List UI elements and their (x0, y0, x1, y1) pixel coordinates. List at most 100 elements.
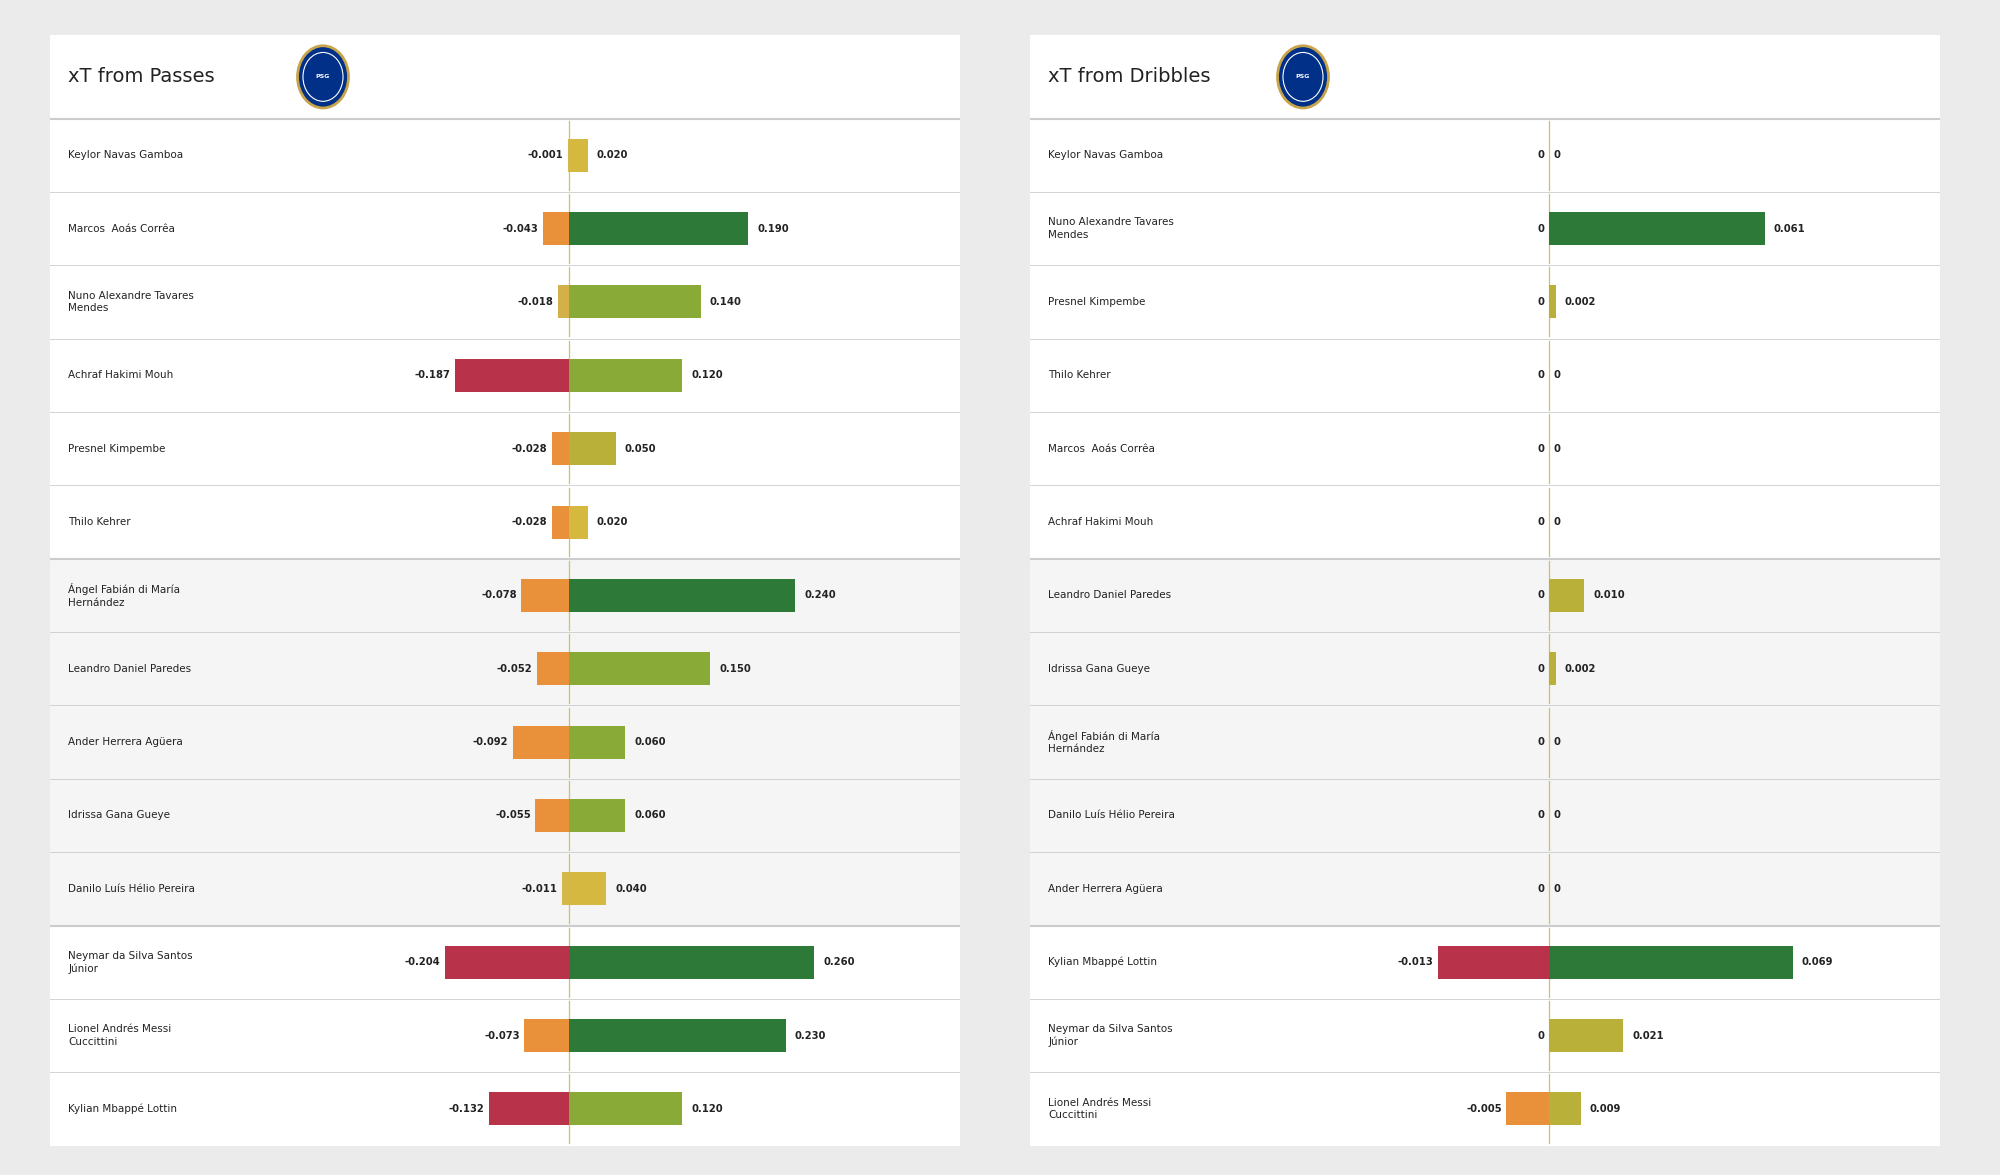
Text: Leandro Daniel Paredes: Leandro Daniel Paredes (68, 664, 192, 673)
FancyBboxPatch shape (1030, 779, 1940, 852)
FancyBboxPatch shape (50, 852, 960, 926)
Text: 0.002: 0.002 (1564, 297, 1596, 307)
FancyBboxPatch shape (568, 652, 710, 685)
Text: Ángel Fabián di María
Hernández: Ángel Fabián di María Hernández (1048, 730, 1160, 754)
FancyBboxPatch shape (1548, 579, 1584, 612)
Text: -0.028: -0.028 (512, 444, 548, 454)
FancyBboxPatch shape (50, 926, 960, 999)
Text: Danilo Luís Hélio Pereira: Danilo Luís Hélio Pereira (1048, 811, 1176, 820)
Text: Ángel Fabián di María
Hernández: Ángel Fabián di María Hernández (68, 583, 180, 607)
Text: 0.120: 0.120 (692, 1104, 722, 1114)
FancyBboxPatch shape (1030, 412, 1940, 485)
Text: Presnel Kimpembe: Presnel Kimpembe (1048, 297, 1146, 307)
FancyBboxPatch shape (50, 779, 960, 852)
Text: Neymar da Silva Santos
Júnior: Neymar da Silva Santos Júnior (1048, 1025, 1172, 1047)
FancyBboxPatch shape (1030, 338, 1940, 412)
Text: Thilo Kehrer: Thilo Kehrer (1048, 370, 1110, 381)
FancyBboxPatch shape (1438, 946, 1548, 979)
Text: Presnel Kimpembe: Presnel Kimpembe (68, 444, 166, 454)
Text: 0.260: 0.260 (824, 958, 854, 967)
Text: Ander Herrera Agüera: Ander Herrera Agüera (68, 737, 182, 747)
FancyBboxPatch shape (568, 799, 626, 832)
Text: 0: 0 (1538, 150, 1544, 160)
Text: Marcos  Aoás Corrêa: Marcos Aoás Corrêa (68, 223, 176, 234)
Text: Achraf Hakimi Mouh: Achraf Hakimi Mouh (68, 370, 174, 381)
Text: Leandro Daniel Paredes: Leandro Daniel Paredes (1048, 590, 1172, 600)
FancyBboxPatch shape (50, 632, 960, 705)
FancyBboxPatch shape (50, 1073, 960, 1146)
Text: -0.052: -0.052 (496, 664, 532, 673)
Text: 0.150: 0.150 (720, 664, 752, 673)
FancyBboxPatch shape (524, 1019, 568, 1052)
Text: 0.021: 0.021 (1632, 1030, 1664, 1041)
FancyBboxPatch shape (1030, 999, 1940, 1073)
FancyBboxPatch shape (1030, 1073, 1940, 1146)
FancyBboxPatch shape (50, 485, 960, 558)
Text: Thilo Kehrer: Thilo Kehrer (68, 517, 130, 528)
FancyBboxPatch shape (568, 872, 606, 906)
Text: Idrissa Gana Gueye: Idrissa Gana Gueye (68, 811, 170, 820)
Circle shape (1278, 46, 1328, 108)
FancyBboxPatch shape (1030, 632, 1940, 705)
FancyBboxPatch shape (456, 358, 568, 391)
Text: 0.060: 0.060 (634, 811, 666, 820)
Text: -0.078: -0.078 (482, 590, 516, 600)
Text: 0: 0 (1538, 517, 1544, 528)
Text: 0.050: 0.050 (624, 444, 656, 454)
Text: Danilo Luís Hélio Pereira: Danilo Luís Hélio Pereira (68, 884, 196, 894)
FancyBboxPatch shape (1030, 119, 1940, 192)
FancyBboxPatch shape (50, 266, 960, 338)
FancyBboxPatch shape (558, 286, 568, 318)
Text: 0: 0 (1554, 811, 1560, 820)
Text: 0: 0 (1538, 811, 1544, 820)
Text: -0.055: -0.055 (496, 811, 530, 820)
FancyBboxPatch shape (1548, 1093, 1580, 1126)
Text: Keylor Navas Gamboa: Keylor Navas Gamboa (1048, 150, 1164, 160)
Text: Marcos  Aoás Corrêa: Marcos Aoás Corrêa (1048, 444, 1156, 454)
FancyBboxPatch shape (536, 799, 568, 832)
Text: 0: 0 (1538, 664, 1544, 673)
FancyBboxPatch shape (522, 579, 568, 612)
FancyBboxPatch shape (1030, 559, 1940, 632)
Text: xT from Passes: xT from Passes (68, 67, 214, 87)
Text: 0.061: 0.061 (1774, 223, 1806, 234)
Text: 0.040: 0.040 (616, 884, 648, 894)
FancyBboxPatch shape (1030, 852, 1940, 926)
Text: 0: 0 (1554, 370, 1560, 381)
Text: 0.140: 0.140 (710, 297, 742, 307)
Text: 0: 0 (1554, 884, 1560, 894)
FancyBboxPatch shape (542, 212, 568, 246)
FancyBboxPatch shape (1548, 212, 1764, 246)
FancyBboxPatch shape (568, 358, 682, 391)
FancyBboxPatch shape (568, 1093, 682, 1126)
Text: 0.230: 0.230 (794, 1030, 826, 1041)
FancyBboxPatch shape (1030, 485, 1940, 558)
FancyBboxPatch shape (568, 286, 700, 318)
Text: 0: 0 (1538, 223, 1544, 234)
FancyBboxPatch shape (568, 1019, 786, 1052)
Text: Kylian Mbappé Lottin: Kylian Mbappé Lottin (68, 1103, 178, 1114)
FancyBboxPatch shape (568, 726, 626, 759)
FancyBboxPatch shape (568, 139, 588, 172)
Text: -0.005: -0.005 (1466, 1104, 1502, 1114)
Circle shape (298, 46, 348, 108)
FancyBboxPatch shape (488, 1093, 568, 1126)
FancyBboxPatch shape (50, 999, 960, 1073)
FancyBboxPatch shape (50, 705, 960, 779)
Text: -0.011: -0.011 (522, 884, 558, 894)
FancyBboxPatch shape (444, 946, 568, 979)
Text: 0.120: 0.120 (692, 370, 722, 381)
FancyBboxPatch shape (568, 946, 814, 979)
Text: Kylian Mbappé Lottin: Kylian Mbappé Lottin (1048, 956, 1158, 967)
Text: 0.009: 0.009 (1590, 1104, 1622, 1114)
Text: 0: 0 (1538, 370, 1544, 381)
FancyBboxPatch shape (50, 35, 960, 119)
Text: -0.043: -0.043 (502, 223, 538, 234)
FancyBboxPatch shape (552, 432, 568, 465)
FancyBboxPatch shape (568, 579, 796, 612)
FancyBboxPatch shape (568, 432, 616, 465)
FancyBboxPatch shape (568, 505, 588, 538)
Text: Neymar da Silva Santos
Júnior: Neymar da Silva Santos Júnior (68, 951, 192, 974)
Text: -0.001: -0.001 (528, 150, 564, 160)
Text: -0.092: -0.092 (472, 737, 508, 747)
